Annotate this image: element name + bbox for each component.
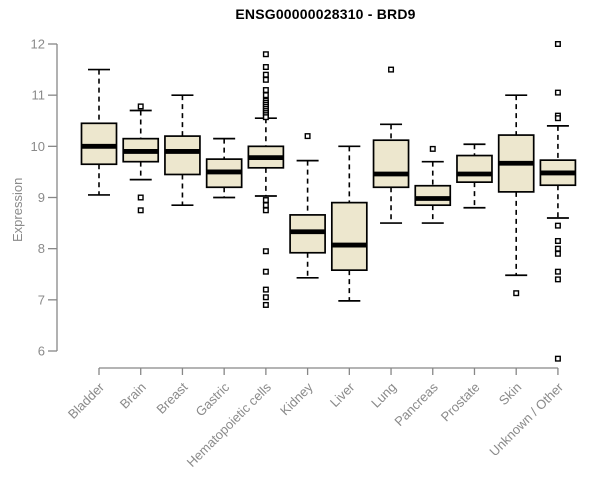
x-tick-label-lung: Lung [368,380,399,411]
x-tick-label-pancreas: Pancreas [391,379,441,429]
box-pancreas [414,184,452,207]
outlier-point-unknown-other [554,115,561,122]
y-tick-label: 12 [31,37,45,52]
outlier-point-hematopoietic-cells [262,301,269,308]
y-tick-label: 8 [38,241,45,256]
chart-title: ENSG00000028310 - BRD9 [235,6,416,22]
outlier-point-hematopoietic-cells [262,202,269,209]
y-tick-label: 6 [38,344,45,359]
outlier-point-hematopoietic-cells [262,87,269,94]
outlier-point-brain [137,103,144,110]
outlier-point-unknown-other [554,268,561,275]
outlier-point-hematopoietic-cells [262,114,269,121]
outlier-point-unknown-other [554,276,561,283]
outlier-point-lung [388,66,395,73]
x-tick-label-kidney: Kidney [277,379,316,418]
outlier-point-hematopoietic-cells [262,294,269,301]
x-tick-label-prostate: Prostate [438,380,483,425]
x-tick-label-liver: Liver [327,379,358,410]
outlier-point-skin [513,290,520,297]
box-liver [330,201,368,272]
box-prostate [456,154,493,184]
x-tick-label-gastric: Gastric [193,379,233,419]
y-tick-label: 7 [38,292,45,307]
y-tick-label: 10 [31,139,45,154]
x-tick-label-brain: Brain [117,380,149,412]
y-tick-label: 11 [32,88,46,103]
x-tick-label-breast: Breast [153,379,190,416]
y-tick-label: 9 [38,190,45,205]
outlier-point-hematopoietic-cells [262,286,269,293]
outlier-point-unknown-other [554,222,561,229]
outlier-point-unknown-other [554,355,561,362]
outlier-point-hematopoietic-cells [262,64,269,71]
outlier-point-unknown-other [554,237,561,244]
outlier-point-hematopoietic-cells [262,197,269,204]
outlier-point-pancreas [429,145,436,152]
outlier-point-brain [137,194,144,201]
outlier-point-kidney [304,133,311,140]
outlier-point-hematopoietic-cells [262,51,269,58]
outlier-point-hematopoietic-cells [262,71,269,78]
outlier-point-hematopoietic-cells [262,268,269,275]
outlier-point-hematopoietic-cells [262,76,269,83]
outlier-point-unknown-other [554,250,561,257]
outlier-point-hematopoietic-cells [262,207,269,214]
x-tick-label-skin: Skin [496,380,524,408]
box-lung [372,139,410,189]
outlier-point-hematopoietic-cells [262,248,269,255]
box-bladder [80,122,118,166]
x-tick-label-bladder: Bladder [65,379,108,422]
outlier-point-unknown-other [554,41,561,48]
outlier-point-unknown-other [554,245,561,252]
outlier-point-hematopoietic-cells [262,92,269,99]
box-breast [164,135,201,176]
x-tick-label-unknown-other: Unknown / Other [486,379,566,459]
outlier-point-unknown-other [554,89,561,96]
outlier-point-brain [137,207,144,214]
